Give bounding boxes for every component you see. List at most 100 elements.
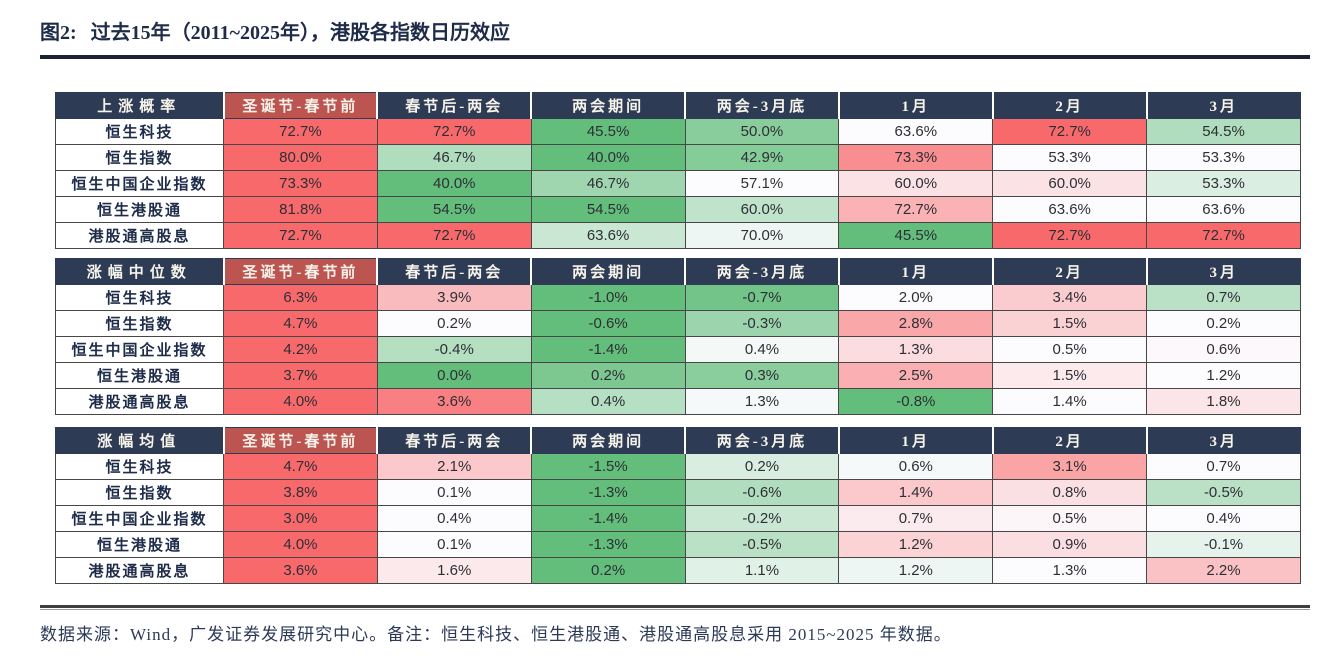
value-cell: 46.7% — [376, 144, 532, 171]
value-cell: 72.7% — [992, 222, 1148, 249]
value-cell: 0.8% — [992, 479, 1148, 506]
row-label: 恒生港股通 — [55, 196, 224, 223]
value-cell: 63.6% — [992, 196, 1148, 223]
table-row: 恒生科技 72.7% 72.7% 45.5% 50.0% 63.6% 72.7% 54.5% — [55, 118, 1301, 145]
value-cell: 72.7% — [1146, 222, 1301, 249]
value-cell: 73.3% — [223, 170, 378, 197]
value-cell: 50.0% — [684, 118, 840, 145]
value-cell: 3.6% — [223, 557, 378, 584]
value-cell: 60.0% — [684, 196, 840, 223]
table-row: 恒生科技 4.7% 2.1% -1.5% 0.2% 0.6% 3.1% 0.7% — [55, 453, 1301, 480]
value-cell: 0.7% — [1146, 284, 1301, 311]
value-cell: 1.1% — [684, 557, 840, 584]
column-header: 1月 — [837, 92, 994, 119]
table-row: 港股通高股息 3.6% 1.6% 0.2% 1.1% 1.2% 1.3% 2.2% — [55, 557, 1301, 584]
value-cell: 80.0% — [223, 144, 378, 171]
value-cell: 63.6% — [530, 222, 686, 249]
column-header: 两会-3月底 — [684, 258, 840, 285]
column-header: 春节后-两会 — [376, 258, 533, 285]
table-title-cell: 涨幅中位数 — [55, 258, 225, 285]
value-cell: 0.6% — [838, 453, 994, 480]
column-header: 1月 — [837, 427, 994, 454]
value-cell: 4.7% — [223, 310, 378, 337]
column-header: 春节后-两会 — [376, 92, 533, 119]
header-row: 上涨概率 圣诞节-春节前 春节后-两会 两会期间 两会-3月底 1月 2月 3月 — [55, 92, 1301, 119]
value-cell: -1.4% — [530, 336, 686, 363]
value-cell: 4.2% — [223, 336, 378, 363]
column-header: 3月 — [1145, 258, 1301, 285]
value-cell: 2.2% — [1146, 557, 1301, 584]
value-cell: 0.4% — [684, 336, 840, 363]
row-label: 港股通高股息 — [55, 388, 224, 415]
value-cell: 1.2% — [838, 557, 994, 584]
row-label: 恒生指数 — [55, 479, 224, 506]
value-cell: 0.2% — [530, 362, 686, 389]
footer-divider — [40, 605, 1310, 610]
value-cell: -0.3% — [684, 310, 840, 337]
column-header: 两会期间 — [530, 92, 687, 119]
value-cell: -0.5% — [1146, 479, 1301, 506]
value-cell: 0.7% — [1146, 453, 1301, 480]
value-cell: -0.2% — [684, 505, 840, 532]
value-cell: 40.0% — [530, 144, 686, 171]
column-header: 两会期间 — [530, 427, 687, 454]
value-cell: 54.5% — [1146, 118, 1301, 145]
value-cell: 0.2% — [684, 453, 840, 480]
row-label: 恒生科技 — [55, 118, 224, 145]
value-cell: 1.2% — [838, 531, 994, 558]
value-cell: 3.0% — [223, 505, 378, 532]
table-row: 恒生中国企业指数 3.0% 0.4% -1.4% -0.2% 0.7% 0.5% 0.4% — [55, 505, 1301, 532]
value-cell: 81.8% — [223, 196, 378, 223]
heatmap-table-3: 涨幅均值 圣诞节-春节前 春节后-两会 两会期间 两会-3月底 1月 2月 3月 恒生科技 4.7… — [55, 427, 1301, 584]
header-row: 涨幅中位数 圣诞节-春节前 春节后-两会 两会期间 两会-3月底 1月 2月 3月 — [55, 258, 1301, 285]
value-cell: 1.2% — [1146, 362, 1301, 389]
value-cell: -0.6% — [684, 479, 840, 506]
value-cell: -0.8% — [838, 388, 994, 415]
value-cell: -1.3% — [530, 479, 686, 506]
table-row: 恒生指数 4.7% 0.2% -0.6% -0.3% 2.8% 1.5% 0.2% — [55, 310, 1301, 337]
table-row: 恒生港股通 3.7% 0.0% 0.2% 0.3% 2.5% 1.5% 1.2% — [55, 362, 1301, 389]
value-cell: 0.4% — [376, 505, 532, 532]
value-cell: 3.7% — [223, 362, 378, 389]
heatmap-table-1: 上涨概率 圣诞节-春节前 春节后-两会 两会期间 两会-3月底 1月 2月 3月 恒生科技 72.… — [55, 92, 1301, 249]
value-cell: -1.0% — [530, 284, 686, 311]
column-header: 春节后-两会 — [376, 427, 533, 454]
value-cell: 0.4% — [530, 388, 686, 415]
value-cell: 1.4% — [838, 479, 994, 506]
value-cell: -1.5% — [530, 453, 686, 480]
row-label: 恒生指数 — [55, 310, 224, 337]
value-cell: 40.0% — [376, 170, 532, 197]
value-cell: 63.6% — [1146, 196, 1301, 223]
table-title-cell: 上涨概率 — [55, 92, 225, 119]
value-cell: 1.5% — [992, 362, 1148, 389]
value-cell: 57.1% — [684, 170, 840, 197]
column-header: 两会-3月底 — [684, 427, 840, 454]
value-cell: -1.4% — [530, 505, 686, 532]
row-label: 恒生中国企业指数 — [55, 505, 224, 532]
table-title-cell: 涨幅均值 — [55, 427, 225, 454]
value-cell: 72.7% — [992, 118, 1148, 145]
value-cell: 2.1% — [376, 453, 532, 480]
table-row: 恒生港股通 4.0% 0.1% -1.3% -0.5% 1.2% 0.9% -0.1% — [55, 531, 1301, 558]
value-cell: 2.0% — [838, 284, 994, 311]
value-cell: 53.3% — [992, 144, 1148, 171]
value-cell: 0.3% — [684, 362, 840, 389]
value-cell: 1.6% — [376, 557, 532, 584]
value-cell: 4.0% — [223, 388, 378, 415]
value-cell: 0.4% — [1146, 505, 1301, 532]
value-cell: 0.2% — [1146, 310, 1301, 337]
value-cell: 3.1% — [992, 453, 1148, 480]
value-cell: 72.7% — [376, 118, 532, 145]
row-label: 恒生科技 — [55, 453, 224, 480]
column-header: 3月 — [1145, 92, 1301, 119]
table-row: 恒生指数 3.8% 0.1% -1.3% -0.6% 1.4% 0.8% -0.5% — [55, 479, 1301, 506]
column-header: 3月 — [1145, 427, 1301, 454]
value-cell: -0.6% — [530, 310, 686, 337]
column-header: 两会期间 — [530, 258, 687, 285]
value-cell: 0.1% — [376, 531, 532, 558]
value-cell: 1.3% — [838, 336, 994, 363]
value-cell: 3.9% — [376, 284, 532, 311]
row-label: 恒生中国企业指数 — [55, 170, 224, 197]
row-label: 港股通高股息 — [55, 222, 224, 249]
value-cell: 46.7% — [530, 170, 686, 197]
